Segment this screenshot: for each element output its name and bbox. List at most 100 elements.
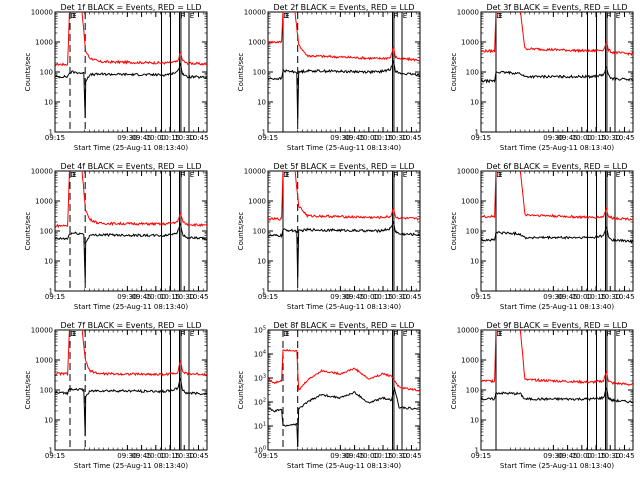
y-tick-label: 101 (254, 422, 266, 431)
y-tick-label: 10 (470, 258, 479, 266)
y-tick-label: 10000 (31, 327, 53, 335)
flag-marker-e: E (285, 12, 289, 20)
detector-panel-2: Det 2f BLACK = Events, RED = LLD Counts/s… (237, 3, 422, 152)
flag-marker-d: D (283, 171, 288, 179)
events-series-line (268, 386, 420, 447)
lld-series-line (481, 330, 633, 386)
detector-panel-8: Det 8f BLACK = Events, RED = LLD Counts/s… (237, 321, 422, 470)
x-tick-label: 10:15 (373, 134, 393, 142)
x-tick-label: 10:30 (174, 134, 194, 142)
flag-marker-e: E (403, 171, 407, 179)
y-axis-label: Counts/sec (237, 212, 245, 251)
y-tick-label: 10 (470, 99, 479, 107)
panel-title: Det 7f BLACK = Events, RED = LLD (60, 321, 201, 330)
x-tick-label: 09:15 (258, 293, 278, 301)
plot-frame (267, 170, 421, 292)
x-tick-label: 09:15 (45, 293, 65, 301)
x-tick-label: 09:45 (344, 293, 364, 301)
plot-frame (54, 11, 208, 133)
x-tick-label: 09:15 (45, 134, 65, 142)
lld-series-line (481, 171, 633, 221)
flag-marker-e: E (72, 171, 76, 179)
x-tick-label: 09:45 (344, 452, 364, 460)
events-series-line (481, 225, 633, 244)
x-tick-label: 10:00 (359, 452, 379, 460)
x-tick-label: 09:15 (45, 452, 65, 460)
panel-title: Det 1f BLACK = Events, RED = LLD (60, 3, 201, 12)
events-series-line (268, 59, 420, 123)
x-tick-label: 09:45 (557, 293, 577, 301)
panel-title: Det 3f BLACK = Events, RED = LLD (486, 3, 627, 12)
x-axis-label: Start Time (25-Aug-11 08:13:40) (287, 144, 401, 152)
flag-marker-d: D (283, 12, 288, 20)
flag-marker-f: F (606, 12, 610, 20)
x-tick-label: 10:15 (160, 134, 180, 142)
flag-marker-e: E (190, 330, 194, 338)
x-tick-label: 09:45 (557, 134, 577, 142)
y-tick-label: 100 (40, 69, 53, 77)
x-axis-label: Start Time (25-Aug-11 08:13:40) (500, 303, 614, 311)
x-axis-label: Start Time (25-Aug-11 08:13:40) (500, 462, 614, 470)
flag-marker-e: E (498, 330, 502, 338)
flag-marker-e: E (190, 171, 194, 179)
x-tick-label: 09:15 (471, 293, 491, 301)
y-tick-label: 10000 (457, 327, 479, 335)
y-tick-label: 1000 (461, 39, 479, 47)
y-axis-label: Counts/sec (24, 53, 32, 92)
detector-panel-3: Det 3f BLACK = Events, RED = LLD Counts/s… (450, 3, 635, 152)
y-tick-label: 1 (49, 288, 53, 296)
x-tick-label: 10:15 (586, 452, 606, 460)
x-axis-label: Start Time (25-Aug-11 08:13:40) (74, 303, 188, 311)
x-axis-label: Start Time (25-Aug-11 08:13:40) (74, 462, 188, 470)
x-tick-label: 10:45 (401, 293, 421, 301)
panel-title: Det 4f BLACK = Events, RED = LLD (60, 162, 201, 171)
detector-panel-4: Det 4f BLACK = Events, RED = LLD Counts/s… (24, 162, 209, 311)
y-tick-label: 10 (257, 99, 266, 107)
x-tick-label: 10:00 (359, 293, 379, 301)
y-tick-label: 100 (253, 228, 266, 236)
x-axis-label: Start Time (25-Aug-11 08:13:40) (287, 303, 401, 311)
x-tick-label: 10:45 (401, 452, 421, 460)
y-axis-label: Counts/sec (450, 371, 458, 410)
y-tick-label: 1000 (35, 198, 53, 206)
y-tick-label: 102 (254, 398, 266, 407)
flag-marker-f: F (393, 12, 397, 20)
y-tick-label: 105 (254, 326, 266, 335)
x-tick-label: 09:45 (344, 134, 364, 142)
panel-title: Det 5f BLACK = Events, RED = LLD (273, 162, 414, 171)
x-tick-label: 10:15 (586, 293, 606, 301)
x-tick-label: 10:45 (614, 452, 634, 460)
flag-marker-e: E (498, 12, 502, 20)
y-tick-label: 10 (257, 258, 266, 266)
y-tick-label: 10 (44, 417, 53, 425)
x-tick-label: 10:00 (359, 134, 379, 142)
y-tick-label: 1000 (35, 357, 53, 365)
x-tick-label: 09:45 (131, 452, 151, 460)
flag-marker-f: F (180, 330, 184, 338)
events-series-line (268, 221, 420, 282)
x-tick-label: 10:30 (387, 293, 407, 301)
x-tick-label: 10:30 (600, 452, 620, 460)
y-tick-label: 100 (466, 387, 479, 395)
detector-panel-7: Det 7f BLACK = Events, RED = LLD Counts/s… (24, 321, 209, 470)
x-tick-label: 10:00 (572, 293, 592, 301)
lld-series-line (268, 12, 420, 62)
flag-marker-f: F (180, 171, 184, 179)
y-tick-label: 1000 (248, 198, 266, 206)
flag-marker-e: E (72, 330, 76, 338)
flag-marker-e: E (498, 171, 502, 179)
y-tick-label: 10000 (244, 168, 266, 176)
y-tick-label: 100 (40, 387, 53, 395)
y-tick-label: 10 (470, 417, 479, 425)
x-tick-label: 10:00 (572, 134, 592, 142)
y-tick-label: 10000 (457, 9, 479, 17)
x-tick-label: 10:30 (600, 293, 620, 301)
x-tick-label: 10:45 (401, 134, 421, 142)
y-tick-label: 1 (475, 447, 479, 455)
lld-series-line (268, 348, 420, 392)
events-series-line (481, 387, 633, 404)
y-tick-label: 10000 (31, 9, 53, 17)
plot-frame (54, 170, 208, 292)
x-axis-label: Start Time (25-Aug-11 08:13:40) (74, 144, 188, 152)
events-series-line (55, 377, 207, 437)
